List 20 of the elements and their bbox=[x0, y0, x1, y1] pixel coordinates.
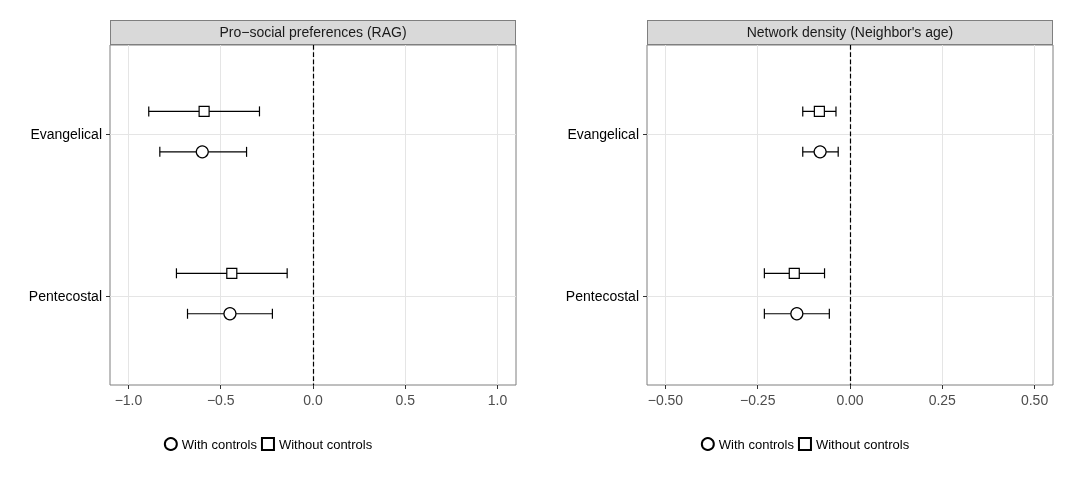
x-tick-label: −1.0 bbox=[114, 392, 143, 408]
x-tick-label: 0.25 bbox=[928, 392, 957, 408]
chart-title: Network density (Neighbor's age) bbox=[647, 20, 1053, 45]
y-tick-label: Evangelical bbox=[567, 126, 639, 143]
x-tick-label: 0.50 bbox=[1020, 392, 1049, 408]
x-tick-label: 0.0 bbox=[303, 392, 323, 408]
x-tick-label: −0.50 bbox=[647, 392, 684, 408]
x-tick-label: 1.0 bbox=[487, 392, 508, 408]
x-tick-label: 0.00 bbox=[836, 392, 864, 408]
chart-title: Pro−social preferences (RAG) bbox=[110, 20, 516, 45]
x-tick-label: −0.25 bbox=[740, 392, 776, 408]
legend-label: With controls bbox=[181, 436, 258, 452]
x-tick-label: 0.5 bbox=[395, 392, 416, 408]
y-tick-label: Pentecostal bbox=[565, 287, 639, 304]
legend-label: With controls bbox=[718, 436, 795, 452]
y-tick-label: Pentecostal bbox=[28, 287, 102, 304]
legend-label: Without controls bbox=[815, 436, 910, 452]
legend-label: Without controls bbox=[278, 436, 373, 452]
y-tick-label: Evangelical bbox=[30, 126, 102, 143]
x-tick-label: −0.5 bbox=[206, 392, 235, 408]
